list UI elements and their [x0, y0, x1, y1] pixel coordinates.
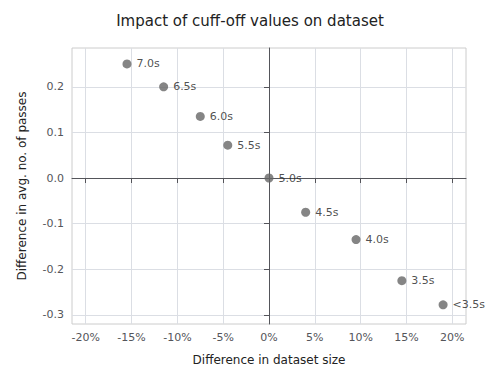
svg-text:0.1: 0.1: [47, 126, 65, 139]
svg-text:10%: 10%: [348, 331, 372, 344]
svg-text:-5%: -5%: [212, 331, 233, 344]
svg-text:-15%: -15%: [117, 331, 145, 344]
svg-text:Difference in avg. no. of pass: Difference in avg. no. of passes: [15, 92, 29, 281]
svg-text:6.0s: 6.0s: [210, 110, 233, 123]
svg-text:-10%: -10%: [163, 331, 191, 344]
svg-text:7.0s: 7.0s: [136, 57, 159, 70]
svg-text:15%: 15%: [394, 331, 418, 344]
svg-text:5.0s: 5.0s: [279, 172, 302, 185]
svg-text:Impact of cuff-off values on d: Impact of cuff-off values on dataset: [116, 12, 384, 30]
svg-text:<3.5s: <3.5s: [453, 298, 486, 311]
svg-text:5.5s: 5.5s: [237, 139, 260, 152]
svg-text:4.5s: 4.5s: [315, 206, 338, 219]
svg-text:0.2: 0.2: [47, 80, 65, 93]
svg-text:4.0s: 4.0s: [366, 233, 389, 246]
svg-text:3.5s: 3.5s: [411, 274, 434, 287]
svg-text:Difference in dataset size: Difference in dataset size: [193, 353, 346, 367]
svg-text:-0.1: -0.1: [43, 217, 64, 230]
svg-text:-20%: -20%: [72, 331, 100, 344]
svg-text:0%: 0%: [260, 331, 277, 344]
svg-text:5%: 5%: [306, 331, 323, 344]
svg-text:0.0: 0.0: [47, 172, 65, 185]
svg-text:6.5s: 6.5s: [173, 80, 196, 93]
svg-text:-0.2: -0.2: [43, 263, 64, 276]
svg-text:-0.3: -0.3: [43, 308, 64, 321]
svg-text:20%: 20%: [440, 331, 464, 344]
